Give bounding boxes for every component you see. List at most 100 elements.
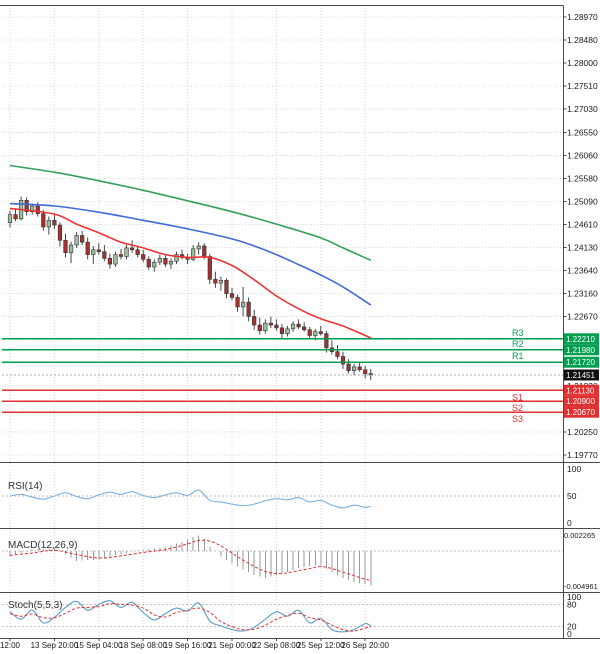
candle-bull (74, 235, 79, 246)
rsi-tick-label: 50 (567, 491, 577, 501)
candle-bear (324, 333, 329, 349)
price-tick-label: 1.27510 (567, 81, 598, 91)
candle-bear (24, 199, 29, 213)
time-tick-label: 25 Sep 12:00 (297, 641, 345, 650)
candle-bear (235, 297, 240, 308)
time-tick-label: 26 Sep 20:00 (341, 641, 389, 650)
candle-bear (335, 351, 340, 357)
candle-bear (85, 241, 90, 255)
stoch-tick-label: 100 (567, 592, 581, 602)
price-tick-label: 1.25090 (567, 196, 598, 206)
rsi-tick-label: 0 (567, 518, 572, 528)
price-tick-label: 1.22670 (567, 312, 598, 322)
candle-bear (102, 251, 107, 259)
label-r3: R3 (512, 328, 524, 338)
candle-bear (52, 219, 57, 226)
price-tick-label: 1.25580 (567, 173, 598, 183)
candle-bear (246, 301, 251, 317)
candle-bull (46, 219, 51, 228)
candle-bear (118, 254, 124, 257)
stoch-tick-label: 20 (567, 622, 577, 632)
candle-bull (168, 260, 174, 265)
price-tag-s2-text: 1.20900 (566, 397, 595, 406)
price-tick-label: 1.28480 (567, 35, 598, 45)
rsi-line (9, 489, 371, 509)
price-tag-r1 (564, 356, 599, 368)
candle-bull (30, 205, 35, 213)
candle-bear (135, 249, 140, 255)
price-tag-r3 (564, 333, 599, 345)
moving-averages (9, 164, 372, 339)
macd-panel (9, 535, 372, 586)
stoch-indicator-label: Stoch(5,5,3) (8, 600, 63, 611)
candle-bull (241, 301, 246, 308)
candle-bull (7, 214, 13, 223)
label-r1: R1 (512, 351, 524, 361)
candle-bear (130, 247, 135, 251)
price-tag-s3-text: 1.20670 (566, 408, 595, 417)
label-r2: R2 (512, 339, 524, 349)
grid-lines (2, 8, 563, 638)
candle-bull (218, 279, 224, 284)
price-tick-label: 1.24610 (567, 219, 598, 229)
stoch-tick-label: 80 (567, 599, 577, 609)
candle-bear (363, 369, 368, 374)
price-tag-s3 (564, 406, 599, 418)
stoch-d-line (9, 603, 371, 632)
candle-bull (351, 366, 357, 372)
macd-indicator-label: MACD(12,26,9) (8, 540, 78, 551)
candle-bear (13, 214, 18, 220)
candle-bull (196, 245, 201, 250)
candle-bear (35, 205, 40, 214)
price-tick-label: 1.28000 (567, 58, 598, 68)
candle-bear (307, 329, 312, 336)
time-tick-label: 13 Sep 20:00 (31, 641, 79, 650)
chart-frame (0, 5, 600, 639)
candle-bull (68, 244, 74, 253)
price-tick-label: 1.24130 (567, 243, 598, 253)
time-tick-label: 15 Sep 04:00 (75, 641, 123, 650)
candle-bear (296, 323, 301, 328)
candle-bear (346, 363, 351, 372)
sr-level-lines (2, 337, 563, 413)
candle-bull (191, 248, 196, 260)
candle-bear (268, 322, 273, 326)
candle-bear (224, 279, 229, 294)
candle-bear (80, 235, 85, 243)
candle-bull (157, 258, 162, 263)
candle-bull (91, 249, 96, 255)
candle-bear (202, 245, 207, 257)
candle-bull (285, 328, 290, 334)
price-tag-s1-text: 1.21130 (566, 386, 595, 395)
ma-slow-green-line (9, 164, 372, 262)
candle-bear (274, 324, 279, 329)
label-s2: S2 (512, 403, 523, 413)
rsi-tick-label: 100 (567, 464, 581, 474)
time-tick-label: 12:00 (0, 641, 21, 650)
macd-tick-label: 0.002265 (564, 531, 595, 540)
candle-bull (313, 331, 318, 336)
candle-bear (279, 327, 285, 334)
time-tick-label: 22 Sep 08:00 (253, 641, 301, 650)
price-tick-label: 1.26060 (567, 150, 598, 160)
ma-fast-red-line (9, 207, 372, 339)
candle-bear (163, 258, 168, 265)
price-tick-label: 1.23640 (567, 266, 598, 276)
candle-bear (107, 258, 112, 265)
rsi-indicator-label: RSI(14) (8, 481, 43, 492)
candle-bear (257, 324, 262, 332)
price-tick-label: 1.20250 (567, 427, 598, 437)
rsi-panel (9, 489, 371, 509)
price-tag-r2 (564, 344, 599, 356)
ma-mid-blue-line (9, 202, 372, 306)
candle-bear (340, 356, 346, 365)
macd-tick-label: -0.004961 (564, 582, 598, 591)
candlestick-series (7, 196, 373, 381)
candle-bear (41, 213, 46, 228)
candle-bull (263, 322, 268, 332)
